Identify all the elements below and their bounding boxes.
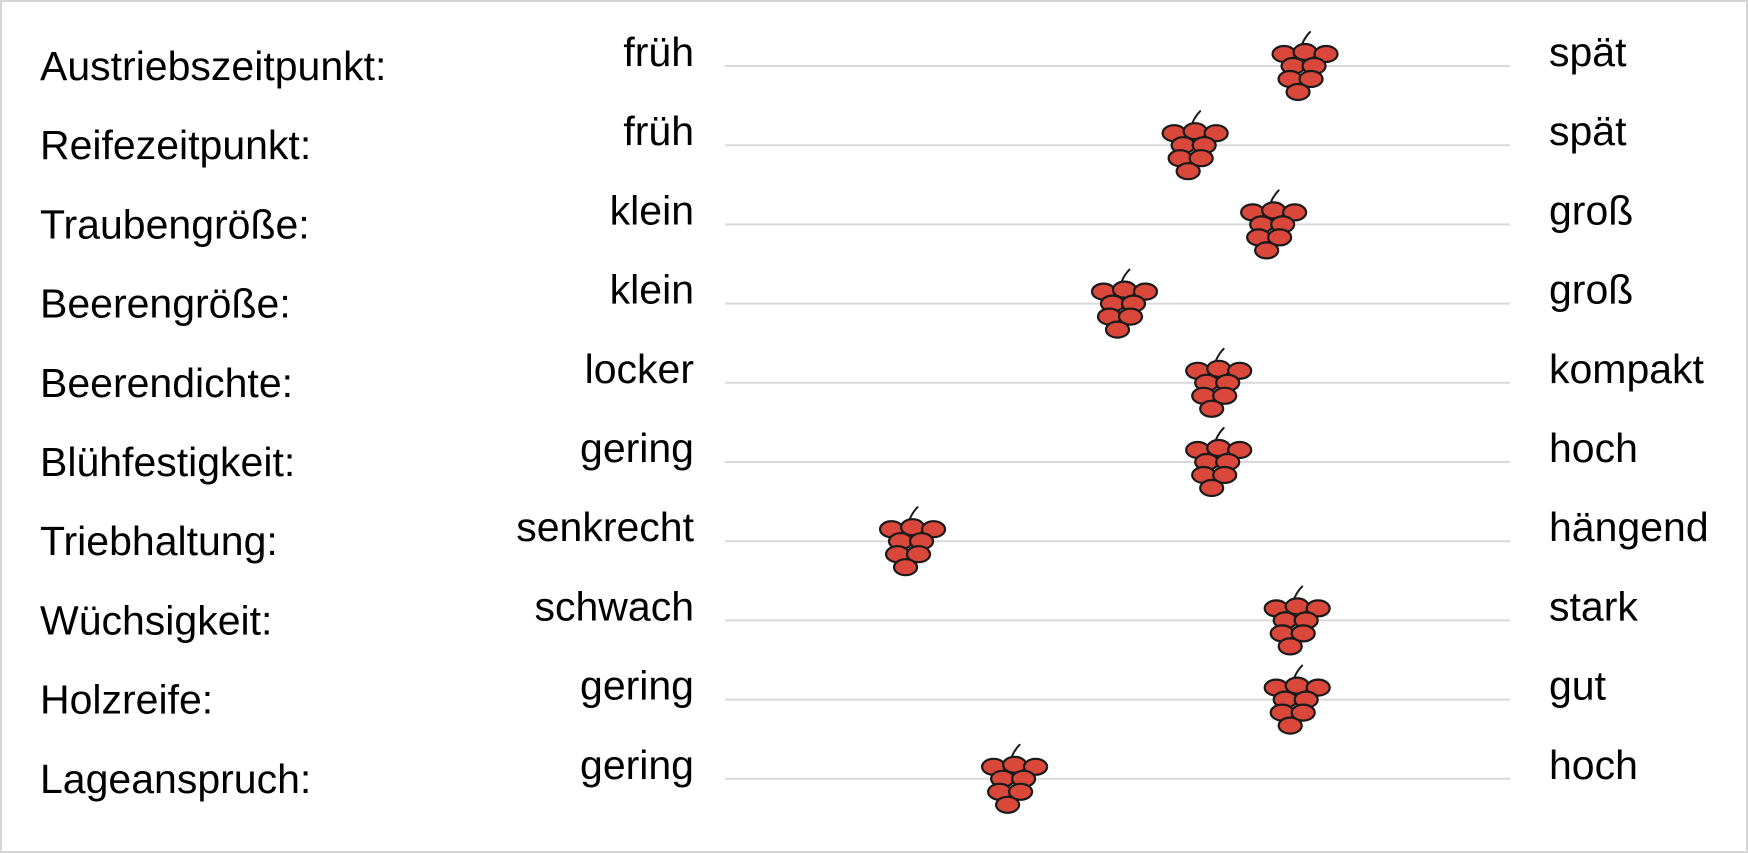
scale-min-label: früh — [623, 108, 694, 154]
scale-max-label: hoch — [1549, 425, 1638, 471]
scale-max-label: stark — [1549, 583, 1638, 629]
grape-cluster-icon — [1263, 585, 1331, 656]
grape-berry — [1277, 716, 1303, 735]
grape-cluster-icon — [878, 506, 947, 577]
grape-berry — [1282, 203, 1308, 222]
grape-berry — [1227, 440, 1253, 460]
grape-berry — [1188, 149, 1214, 168]
scale-max-label: spät — [1549, 108, 1627, 154]
grape-berry — [994, 795, 1021, 814]
scale-max-label: kompakt — [1549, 346, 1705, 392]
attribute-label: Lageanspruch: — [40, 756, 311, 802]
scale-min-label: klein — [610, 187, 694, 233]
grape-berry — [1267, 228, 1293, 247]
scale-max-label: groß — [1549, 267, 1633, 313]
grape-cluster-icon — [1161, 110, 1229, 181]
grape-berry — [1290, 624, 1316, 643]
grape-berry — [892, 558, 919, 577]
grape-berry — [920, 520, 947, 539]
scale-min-label: senkrecht — [516, 504, 694, 550]
attribute-label: Wüchsigkeit: — [40, 597, 272, 643]
grape-berry — [1305, 599, 1331, 618]
grape-berry — [1104, 320, 1131, 339]
scale-min-label: locker — [585, 346, 694, 392]
grape-cluster-icon — [980, 743, 1049, 814]
grape-berry — [1117, 307, 1144, 326]
attribute-label: Triebhaltung: — [40, 518, 278, 564]
grape-berry — [1203, 124, 1229, 143]
grape-cluster-icon — [1271, 31, 1339, 102]
chart-row: Wüchsigkeit: schwach stark — [40, 583, 1638, 656]
chart-row: Holzreife: gering gut — [40, 663, 1607, 735]
scale-min-label: gering — [580, 742, 694, 788]
scale-min-label: gering — [580, 425, 694, 471]
scale-max-label: gut — [1549, 663, 1607, 709]
chart-row: Triebhaltung: senkrecht hängend — [40, 504, 1709, 577]
grape-berry — [1199, 478, 1225, 498]
scale-min-label: früh — [623, 29, 694, 75]
grape-berry — [1132, 282, 1159, 301]
grape-berry — [1254, 241, 1280, 260]
scale-max-label: hängend — [1549, 504, 1709, 550]
grape-berry — [1285, 82, 1311, 102]
grape-berry — [1305, 678, 1331, 697]
scale-min-label: klein — [610, 267, 694, 313]
grape-berry — [1313, 44, 1339, 64]
chart-row: Beerendichte: locker kompakt — [40, 346, 1705, 418]
grape-berry — [1277, 637, 1303, 656]
attribute-label: Reifezeitpunkt: — [40, 122, 311, 168]
scale-max-label: hoch — [1549, 742, 1638, 788]
attribute-label: Austriebszeitpunkt: — [40, 43, 386, 89]
chart-row: Austriebszeitpunkt: früh spät — [40, 29, 1627, 102]
attribute-label: Blühfestigkeit: — [40, 439, 295, 485]
chart-row: Reifezeitpunkt: früh spät — [40, 108, 1627, 181]
grape-cluster-icon — [1240, 189, 1308, 260]
grape-berry — [905, 545, 932, 564]
chart-row: Lageanspruch: gering hoch — [40, 742, 1638, 814]
attribute-label: Beerengröße: — [40, 281, 291, 327]
scale-min-label: gering — [580, 663, 694, 709]
grape-cluster-icon — [1185, 427, 1253, 498]
grape-berry — [1199, 399, 1225, 418]
grape-cluster-icon — [1090, 268, 1159, 339]
grape-berry — [1022, 757, 1049, 776]
grape-berry — [1212, 386, 1238, 405]
scale-max-label: spät — [1549, 29, 1627, 75]
grape-berry — [1290, 703, 1316, 722]
grape-berry — [1212, 465, 1238, 485]
scale-max-label: groß — [1549, 187, 1633, 233]
scale-min-label: schwach — [534, 583, 694, 629]
attribute-label: Holzreife: — [40, 677, 213, 723]
attribute-label: Traubengröße: — [40, 201, 310, 247]
grape-berry — [1007, 782, 1034, 801]
chart-row: Traubengröße: klein groß — [40, 187, 1633, 260]
attribute-label: Beerendichte: — [40, 360, 293, 406]
grape-berry — [1227, 361, 1253, 380]
grape-cluster-icon — [1263, 664, 1331, 735]
chart-row: Blühfestigkeit: gering hoch — [40, 425, 1638, 498]
grape-cluster-icon — [1185, 347, 1253, 418]
grape-berry — [1175, 162, 1201, 181]
grape-berry — [1298, 69, 1324, 89]
chart-row: Beerengröße: klein groß — [40, 267, 1633, 339]
chart-rows: Austriebszeitpunkt: früh spätReifezeitpunk… — [40, 29, 1709, 814]
